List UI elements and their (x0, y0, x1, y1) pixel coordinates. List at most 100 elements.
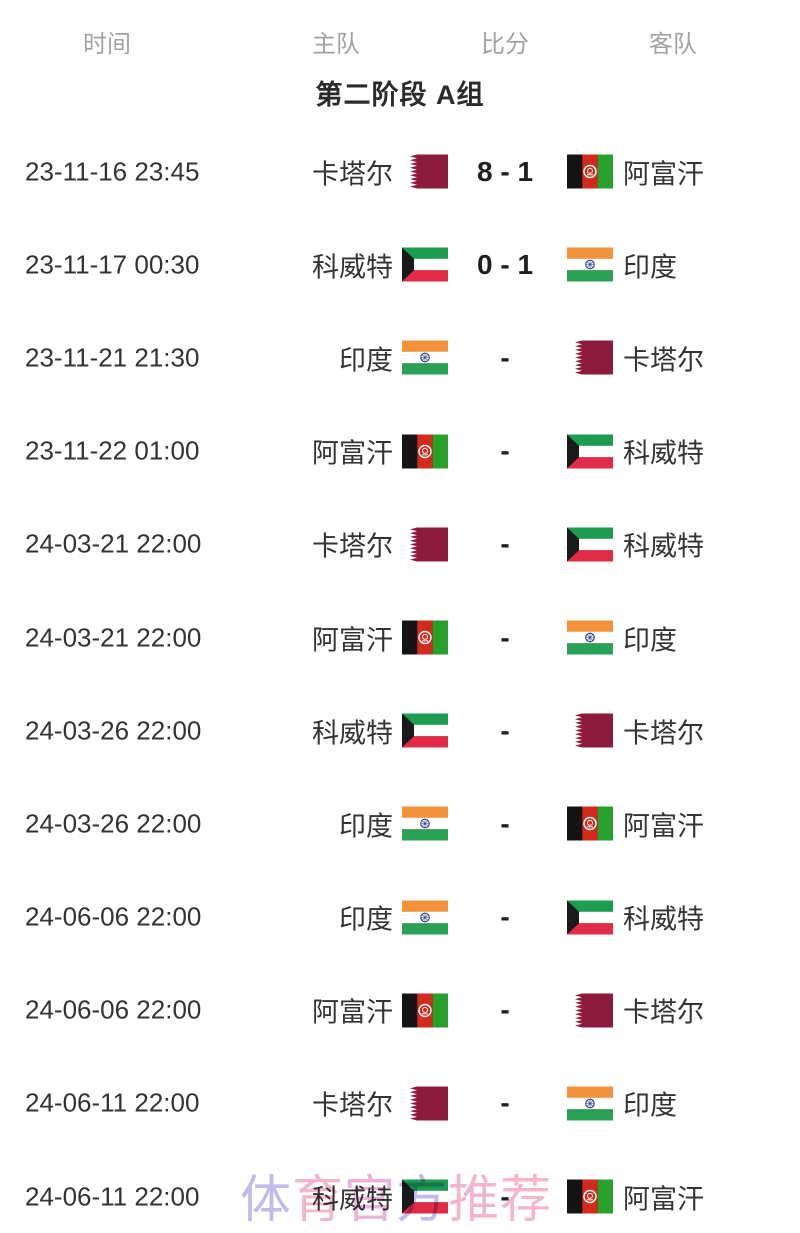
home-team-name: 印度 (339, 345, 393, 376)
afghanistan-flag (402, 993, 448, 1028)
home-team-name: 科威特 (312, 1184, 393, 1215)
home-team: 阿富汗 (312, 432, 448, 471)
india-flag (402, 900, 448, 935)
away-team: 科威特 (567, 898, 704, 937)
home-team-name: 阿富汗 (312, 438, 393, 469)
home-team-name: 科威特 (312, 252, 393, 283)
match-score: - (500, 435, 510, 467)
home-team: 阿富汗 (312, 618, 448, 657)
match-score: - (500, 621, 510, 653)
match-row[interactable]: 24-03-21 22:00 卡塔尔 - 科威特 (0, 498, 800, 591)
away-team: 印度 (567, 245, 677, 284)
home-team: 印度 (339, 804, 448, 843)
match-score: - (500, 994, 510, 1026)
home-team-name: 印度 (339, 811, 393, 842)
match-row[interactable]: 24-06-11 22:00 科威特 - 阿富汗 (0, 1150, 800, 1233)
match-score: - (500, 1180, 510, 1212)
away-team-name: 科威特 (623, 904, 704, 935)
home-team-name: 科威特 (312, 718, 393, 749)
match-time: 24-03-21 22:00 (25, 622, 202, 653)
away-team-name: 卡塔尔 (623, 997, 704, 1028)
away-team-name: 卡塔尔 (623, 718, 704, 749)
home-team-name: 卡塔尔 (312, 159, 393, 190)
home-team: 印度 (339, 338, 448, 377)
kuwait-flag (567, 434, 613, 469)
away-team-name: 印度 (623, 252, 677, 283)
match-row[interactable]: 23-11-21 21:30 印度 - 卡塔尔 (0, 311, 800, 404)
away-team-name: 印度 (623, 1090, 677, 1121)
match-time: 23-11-21 21:30 (25, 342, 200, 373)
qatar-flag (402, 154, 448, 189)
match-row[interactable]: 24-06-06 22:00 阿富汗 - 卡塔尔 (0, 964, 800, 1057)
match-score: - (500, 341, 510, 373)
qatar-flag (402, 1086, 448, 1121)
home-team: 印度 (339, 898, 448, 937)
qatar-flag (567, 993, 613, 1028)
kuwait-flag (402, 713, 448, 748)
away-team-name: 科威特 (623, 438, 704, 469)
home-team: 卡塔尔 (312, 152, 448, 191)
away-team: 阿富汗 (567, 1177, 704, 1216)
home-team: 阿富汗 (312, 991, 448, 1030)
match-score: 0 - 1 (476, 248, 534, 280)
match-time: 23-11-16 23:45 (25, 156, 200, 187)
column-header-time: 时间 (83, 31, 131, 58)
india-flag (567, 1086, 613, 1121)
home-team: 科威特 (312, 1177, 448, 1216)
kuwait-flag (567, 900, 613, 935)
away-team-name: 阿富汗 (623, 811, 704, 842)
match-time: 23-11-22 01:00 (25, 435, 200, 466)
away-team-name: 卡塔尔 (623, 345, 704, 376)
india-flag (402, 340, 448, 375)
away-team: 印度 (567, 618, 677, 657)
afghanistan-flag (402, 620, 448, 655)
match-time: 24-03-26 22:00 (25, 715, 202, 746)
india-flag (567, 247, 613, 282)
away-team: 科威特 (567, 432, 704, 471)
match-time: 24-06-06 22:00 (25, 901, 202, 932)
away-team-name: 印度 (623, 625, 677, 656)
india-flag (567, 620, 613, 655)
match-time: 24-03-21 22:00 (25, 528, 202, 559)
match-row[interactable]: 24-06-06 22:00 印度 - 科威特 (0, 871, 800, 964)
match-row[interactable]: 24-03-26 22:00 科威特 - 卡塔尔 (0, 684, 800, 777)
home-team-name: 阿富汗 (312, 625, 393, 656)
match-score: - (500, 807, 510, 839)
match-time: 24-06-11 22:00 (25, 1181, 200, 1212)
afghanistan-flag (402, 434, 448, 469)
match-row[interactable]: 24-03-26 22:00 印度 - 阿富汗 (0, 777, 800, 870)
home-team: 科威特 (312, 711, 448, 750)
away-team: 卡塔尔 (567, 711, 704, 750)
afghanistan-flag (567, 806, 613, 841)
away-team-name: 阿富汗 (623, 159, 704, 190)
match-row[interactable]: 24-03-21 22:00 阿富汗 - 印度 (0, 591, 800, 684)
kuwait-flag (402, 247, 448, 282)
match-row[interactable]: 23-11-16 23:45 卡塔尔 8 - 1 阿富汗 (0, 125, 800, 218)
home-team-name: 阿富汗 (312, 997, 393, 1028)
match-time: 24-03-26 22:00 (25, 808, 202, 839)
match-row[interactable]: 23-11-17 00:30 科威特 0 - 1 印度 (0, 218, 800, 311)
home-team: 科威特 (312, 245, 448, 284)
match-row[interactable]: 23-11-22 01:00 阿富汗 - 科威特 (0, 405, 800, 498)
qatar-flag (567, 340, 613, 375)
match-time: 24-06-11 22:00 (25, 1087, 200, 1118)
column-header-home: 主队 (312, 31, 360, 58)
qatar-flag (567, 713, 613, 748)
away-team: 科威特 (567, 525, 704, 564)
away-team: 阿富汗 (567, 152, 704, 191)
away-team-name: 科威特 (623, 531, 704, 562)
home-team-name: 印度 (339, 904, 393, 935)
qatar-flag (402, 527, 448, 562)
home-team: 卡塔尔 (312, 1084, 448, 1123)
away-team: 阿富汗 (567, 804, 704, 843)
india-flag (402, 806, 448, 841)
match-row[interactable]: 24-06-11 22:00 卡塔尔 - 印度 (0, 1057, 800, 1150)
match-score: - (500, 528, 510, 560)
kuwait-flag (402, 1179, 448, 1214)
afghanistan-flag (567, 154, 613, 189)
kuwait-flag (567, 527, 613, 562)
home-team: 卡塔尔 (312, 525, 448, 564)
match-time: 24-06-06 22:00 (25, 994, 202, 1025)
away-team-name: 阿富汗 (623, 1184, 704, 1215)
